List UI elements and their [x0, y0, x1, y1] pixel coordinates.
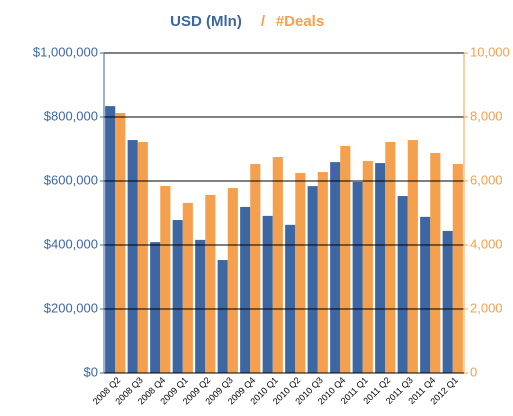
y2-tick-label: 10,000 [470, 44, 510, 59]
bar [362, 161, 373, 373]
y2-tick-label: 6,000 [470, 172, 503, 187]
bar [442, 230, 453, 373]
bar [307, 186, 318, 373]
y-tick-label: $800,000 [44, 108, 98, 123]
bar [285, 224, 296, 373]
bar [205, 194, 216, 373]
y-tick-label: $1,000,000 [33, 44, 98, 59]
legend-separator: / [261, 13, 266, 30]
bar [217, 260, 228, 373]
bar [452, 164, 463, 373]
bar [407, 140, 418, 373]
bar [340, 145, 351, 373]
bar [430, 153, 441, 373]
bar [115, 113, 126, 373]
bar [397, 196, 408, 373]
y-tick-label: $0 [84, 364, 98, 379]
bar [272, 157, 283, 373]
legend-entry: #Deals [276, 13, 324, 30]
bar [295, 173, 306, 373]
bar [150, 242, 161, 373]
y2-tick-label: 2,000 [470, 300, 503, 315]
bar [127, 140, 138, 373]
bar [105, 106, 116, 374]
y-tick-label: $400,000 [44, 236, 98, 251]
bar [262, 215, 273, 373]
legend-entry: USD (Mln) [170, 13, 242, 30]
bar [137, 141, 148, 373]
y2-tick-label: 0 [470, 364, 477, 379]
bar [250, 164, 261, 373]
bar [195, 239, 206, 373]
bar [317, 172, 328, 373]
bar [352, 181, 363, 373]
y-tick-label: $600,000 [44, 172, 98, 187]
y-tick-label: $200,000 [44, 300, 98, 315]
bar [172, 220, 183, 373]
bar [182, 202, 193, 373]
bar [330, 162, 341, 373]
bar [385, 141, 396, 373]
y2-tick-label: 4,000 [470, 236, 503, 251]
bar [375, 163, 386, 373]
y2-tick-label: 8,000 [470, 108, 503, 123]
bar [420, 216, 431, 373]
bar [240, 206, 251, 373]
bar [227, 188, 238, 373]
bar [160, 185, 171, 373]
